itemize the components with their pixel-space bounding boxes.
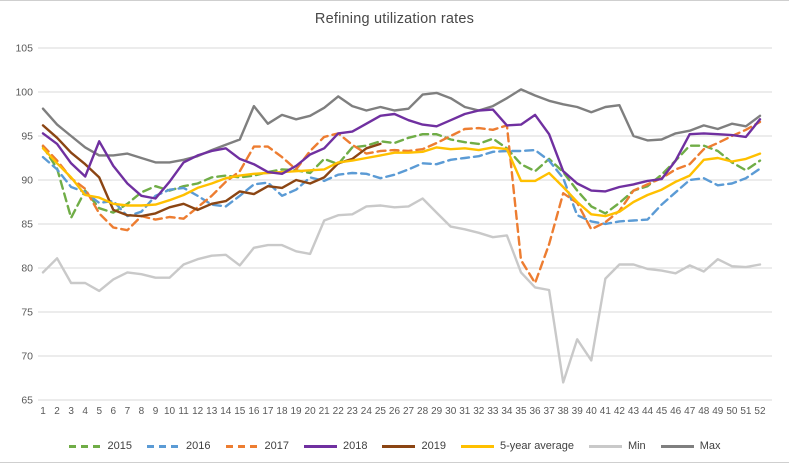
series-line-2017 [41,120,762,285]
x-tick-label: 35 [515,406,527,417]
legend-item-min[interactable]: Min [588,440,646,452]
legend-swatch-icon [147,444,181,448]
x-tick-label: 2 [54,406,60,417]
y-tick-label: 70 [21,351,33,363]
y-tick-label: 105 [15,43,33,55]
legend-swatch-icon [660,444,694,448]
y-tick-label: 90 [21,175,33,187]
x-tick-label: 43 [628,406,640,417]
x-tick-label: 14 [220,406,232,417]
legend-swatch-icon [68,444,102,448]
legend-label: Min [627,440,646,452]
x-tick-label: 6 [111,406,117,417]
series-line-5-year-average [41,146,762,218]
x-tick-label: 24 [361,406,373,417]
series-line-2016 [41,148,762,226]
x-tick-label: 21 [319,406,331,417]
x-tick-label: 25 [375,406,387,417]
legend-label: 2019 [421,440,446,452]
x-tick-label: 48 [698,406,710,417]
x-tick-label: 28 [417,406,429,417]
y-axis-labels: 65 70 75 80 85 90 95 100 105 [15,43,33,407]
y-tick-label: 80 [21,263,33,275]
x-tick-label: 37 [544,406,556,417]
x-tick-label: 31 [459,406,471,417]
x-tick-label: 10 [164,406,176,417]
legend-label: 2018 [342,440,368,452]
x-tick-label: 15 [234,406,246,417]
x-tick-label: 47 [684,406,696,417]
x-tick-label: 40 [586,406,598,417]
legend-item-2018[interactable]: 2018 [303,440,368,452]
series-line-max [41,88,762,164]
x-tick-label: 26 [389,406,401,417]
x-tick-label: 41 [600,406,612,417]
y-tick-label: 85 [21,219,33,231]
x-tick-label: 3 [68,406,74,417]
legend-swatch-icon [460,444,494,448]
series-line-2019 [41,124,382,218]
x-tick-label: 44 [642,406,654,417]
legend-swatch-icon [225,444,259,448]
x-tick-label: 19 [290,406,302,417]
x-tick-label: 27 [403,406,415,417]
x-tick-label: 52 [754,406,766,417]
x-tick-label: 7 [125,406,131,417]
chart-title: Refining utilization rates [314,11,475,27]
y-tick-label: 65 [21,395,33,407]
legend-swatch-icon [382,444,416,448]
x-tick-label: 17 [262,406,274,417]
x-tick-label: 29 [431,406,443,417]
x-tick-label: 4 [82,406,88,417]
x-tick-label: 12 [192,406,204,417]
x-tick-label: 51 [740,406,752,417]
y-tick-label: 95 [21,131,33,143]
x-tick-label: 36 [529,406,541,417]
gridlines [38,47,772,401]
legend-item-max[interactable]: Max [660,440,721,452]
x-tick-label: 13 [206,406,218,417]
x-tick-label: 9 [153,406,159,417]
x-axis-labels: 1 2 3 4 5 6 7 8 9 10 11 12 13 14 15 16 17 18 19 20 21 22 23 24 2… [40,406,766,417]
legend-label: Max [699,440,721,452]
x-tick-label: 33 [487,406,499,417]
legend-label: 2015 [107,440,133,452]
legend-item-2017[interactable]: 2017 [225,440,289,452]
x-tick-label: 34 [501,406,513,417]
y-tick-label: 100 [15,87,33,99]
x-tick-label: 5 [96,406,102,417]
legend-swatch-icon [303,444,337,448]
x-tick-label: 20 [305,406,317,417]
legend-label: 2017 [264,440,289,452]
legend-swatch-icon [588,444,622,448]
x-tick-label: 38 [558,406,570,417]
x-tick-label: 16 [248,406,260,417]
x-tick-label: 50 [726,406,738,417]
x-tick-label: 32 [473,406,485,417]
x-tick-label: 1 [40,406,46,417]
x-tick-label: 30 [445,406,457,417]
legend: 2015 2016 2017 2018 2019 5-year average Min Max [0,440,789,452]
series-line-2018 [41,108,762,200]
x-tick-label: 39 [572,406,584,417]
legend-item-2016[interactable]: 2016 [147,440,211,452]
x-tick-label: 42 [614,406,626,417]
x-tick-label: 46 [670,406,682,417]
x-tick-label: 23 [347,406,359,417]
legend-item-5-year-average[interactable]: 5-year average [460,440,574,452]
x-tick-label: 8 [139,406,145,417]
x-tick-label: 45 [656,406,668,417]
legend-item-2019[interactable]: 2019 [382,440,446,452]
legend-item-2015[interactable]: 2015 [68,440,133,452]
legend-label: 5-year average [499,440,574,452]
legend-label: 2016 [186,440,211,452]
x-tick-label: 18 [276,406,288,417]
x-tick-label: 22 [333,406,345,417]
series-line-min [41,197,762,384]
y-tick-label: 75 [21,307,33,319]
x-tick-label: 11 [178,406,189,417]
x-tick-label: 49 [712,406,724,417]
